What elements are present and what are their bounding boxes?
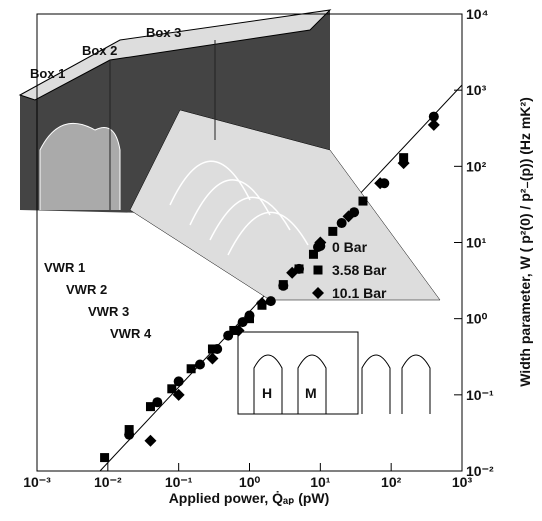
inset-diagram: H M [237,331,431,415]
wire-outlines [253,354,431,414]
data-point [308,249,318,259]
y-tick-label: 10⁴ [466,6,489,22]
data-point [245,314,254,324]
y-tick-label: 10¹ [466,235,487,251]
y-tick-label: 10⁻² [466,463,494,479]
y-tick-label: 10³ [466,82,487,98]
x-tick-label: 10¹ [310,474,331,490]
annotation: VWR 2 [66,282,107,297]
annotation: Box 3 [146,25,181,40]
data-point [358,196,368,206]
data-point [286,266,299,279]
data-point [314,236,327,249]
y-tick-label: 10⁰ [466,311,488,327]
data-point [397,157,410,170]
data-point [255,297,268,310]
annotation: H [262,385,272,401]
data-point [342,210,355,223]
x-axis-label: Applied power, Q̇ₐₚ (pW) [169,490,330,506]
box-top [18,9,332,101]
data-point [186,364,196,374]
data-point [124,425,134,435]
x-tick-label: 10⁰ [239,474,261,490]
x-tick-label: 10⁻¹ [165,474,193,490]
annotation: M [305,385,317,401]
data-point [328,226,338,236]
data-point [172,388,185,401]
data-point [312,287,324,299]
data-point [427,118,440,131]
data-point [265,296,276,307]
annotation: Box 2 [82,43,117,58]
data-point [336,218,347,229]
data-point [313,265,323,275]
legend-label: 10.1 Bar [332,285,387,301]
y-axis-label: Width parameter, W ( p²(0) / p²₋(p)) (Hz… [517,97,533,387]
data-point [428,111,439,122]
legend-label: 3.58 Bar [332,262,387,278]
wires [169,160,309,256]
annotation: VWR 1 [44,260,85,275]
data-point [167,384,177,394]
x-tick-label: 10³ [452,474,473,490]
data-point [173,376,184,387]
x-tick-label: 10⁻² [94,474,122,490]
data-point [207,344,217,354]
data-point [145,402,155,412]
data-point [232,324,245,337]
legend-label: 0 Bar [332,239,368,255]
annotation: VWR 4 [110,326,152,341]
data-point [278,280,288,290]
annotation: VWR 3 [88,304,129,319]
x-tick-label: 10⁻³ [23,474,51,490]
cutaway [39,122,121,210]
y-tick-label: 10⁻¹ [466,387,494,403]
data-point [294,264,304,274]
data-point [374,177,387,190]
y-tick-label: 10² [466,158,487,174]
annotation: Box 1 [30,66,65,81]
apparatus-illustration: Box 1 Box 2 Box 3 VWR 1 VWR 2 VWR 3 VWR … [18,9,441,341]
data-point [144,434,157,447]
data-point [206,352,219,365]
floor [129,109,441,301]
data-point [100,453,110,463]
data-point [194,359,205,370]
x-tick-label: 10² [381,474,402,490]
